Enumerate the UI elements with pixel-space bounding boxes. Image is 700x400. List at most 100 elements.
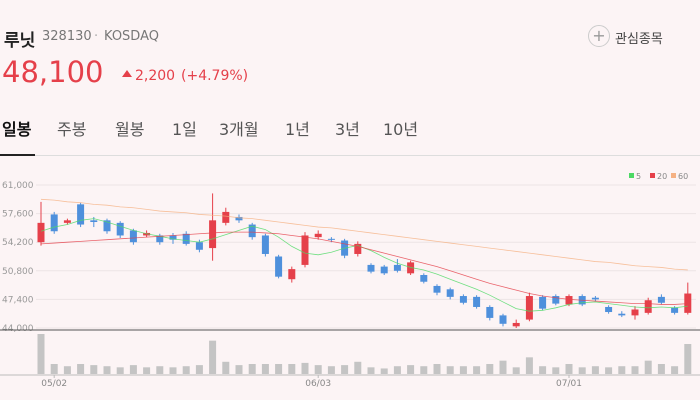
candle-body [631, 309, 639, 316]
candle-body [327, 238, 335, 240]
volume-bar [631, 366, 639, 374]
volume-bar [565, 364, 573, 374]
period-tab[interactable]: 3개월 [219, 120, 259, 139]
candle-body [367, 264, 375, 272]
active-tab-underline [0, 154, 35, 156]
change-pct: (+4.79%) [181, 68, 249, 84]
candle-body [301, 235, 309, 265]
candle-body [420, 275, 428, 282]
volume-bar [578, 367, 586, 374]
market: KOSDAQ [104, 29, 159, 44]
candle-body [618, 313, 626, 316]
volume-bar [552, 367, 560, 374]
candle-body [459, 296, 467, 303]
candle-body [393, 264, 401, 271]
volume-bar [116, 367, 124, 374]
volume-bar [671, 366, 679, 374]
volume-bar [525, 357, 533, 374]
period-tab[interactable]: 일봉 [2, 120, 32, 139]
candle-body [552, 296, 560, 304]
candle-body [248, 224, 256, 238]
candle-body [90, 220, 98, 223]
candle-body [209, 220, 217, 249]
candle-body [525, 296, 533, 320]
candle-body [446, 289, 454, 297]
volume-bar [459, 366, 467, 374]
y-tick-label: 61,000 [2, 181, 34, 191]
candle-body [499, 315, 507, 324]
volume-bar [63, 366, 71, 374]
moving-average [40, 198, 688, 271]
candle-body [261, 235, 269, 254]
candle-body [380, 266, 388, 274]
moving-average [40, 218, 688, 312]
x-tick-label: 06/03 [305, 379, 331, 389]
volume-bar [235, 365, 243, 374]
volume-bar [301, 362, 309, 374]
x-tick-label: 05/02 [41, 379, 67, 389]
watch-button[interactable]: 관심종목 [615, 32, 663, 47]
change: 2,200 [135, 68, 176, 84]
moving-average [40, 231, 688, 305]
legend-swatch [650, 173, 655, 178]
legend-swatch [629, 173, 634, 178]
divider [0, 155, 700, 156]
candle-body [116, 222, 124, 236]
volume-bar [446, 366, 454, 374]
volume-bar [248, 364, 256, 374]
candle-body [591, 297, 599, 300]
legend-swatch [671, 173, 676, 178]
candle-body [433, 285, 441, 293]
volume-bar [380, 368, 388, 374]
candle-body [671, 307, 679, 313]
candle-body [182, 233, 190, 244]
period-tab[interactable]: 10년 [383, 120, 419, 139]
candle-body [143, 232, 151, 236]
add-icon[interactable]: + [588, 25, 610, 47]
candle-body [195, 242, 203, 250]
volume-bar [341, 365, 349, 374]
legend-label: 20 [657, 172, 667, 181]
candle-body [288, 269, 296, 280]
volume-bar [486, 364, 494, 374]
y-tick-label: 50,800 [2, 267, 34, 277]
period-tab[interactable]: 1일 [172, 120, 197, 139]
period-tab[interactable]: 월봉 [115, 120, 145, 139]
volume-bar [129, 365, 137, 374]
candle-body [235, 216, 243, 221]
volume-bar [618, 366, 626, 374]
volume-bar [605, 367, 613, 374]
volume-bar [367, 367, 375, 374]
candle-body [156, 235, 164, 243]
volume-bar [169, 367, 177, 374]
volume-bar [657, 364, 665, 374]
y-tick-label: 54,200 [2, 238, 34, 248]
volume-bar [37, 334, 45, 374]
candle-body [129, 230, 137, 243]
legend-label: 60 [678, 172, 688, 181]
candle-body [37, 222, 45, 243]
stock-code: 328130 [42, 29, 92, 44]
volume-bar [684, 344, 692, 374]
volume-bar [156, 366, 164, 374]
volume-bar [393, 366, 401, 374]
period-tab[interactable]: 주봉 [57, 120, 87, 139]
candle-body [539, 296, 547, 309]
volume-bar [512, 367, 520, 374]
stock-name: 루닛 [4, 31, 36, 51]
volume-bar [50, 364, 58, 374]
period-tab[interactable]: 3년 [335, 120, 360, 139]
volume-bar [644, 360, 652, 374]
volume-bar [275, 364, 283, 374]
y-tick-label: 57,600 [2, 210, 34, 220]
volume-bar [473, 366, 481, 374]
y-tick-label: 44,000 [2, 324, 34, 334]
candle-body [77, 204, 85, 225]
x-tick-label: 07/01 [556, 379, 582, 389]
volume-bar [420, 366, 428, 374]
candle-body [565, 296, 573, 305]
volume-bar [327, 366, 335, 374]
separator: · [94, 29, 99, 44]
period-tab[interactable]: 1년 [285, 120, 310, 139]
